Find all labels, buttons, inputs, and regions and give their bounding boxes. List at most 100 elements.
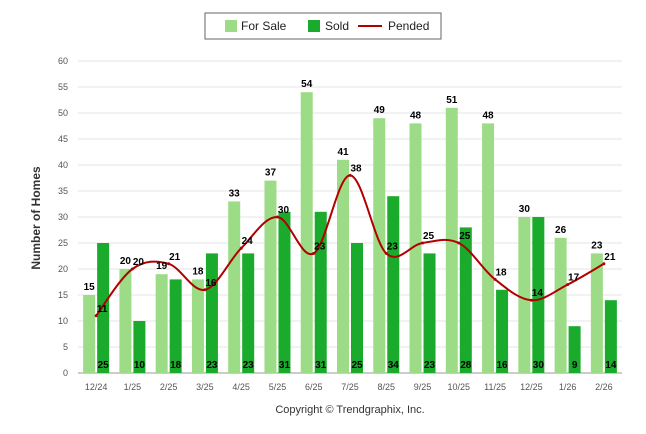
bar-for-sale xyxy=(554,237,567,373)
label-for-sale: 48 xyxy=(483,110,495,121)
bar-for-sale xyxy=(590,253,603,373)
bar-for-sale xyxy=(119,269,132,373)
label-sold: 31 xyxy=(279,360,291,371)
bar-for-sale xyxy=(191,279,204,373)
label-for-sale: 54 xyxy=(301,79,313,90)
pended-point xyxy=(167,262,171,266)
axis-ticks: 0 5 10 15 20 25 30 35 40 45 50 55 60 12/24 1/25 2/25 3/2… xyxy=(58,56,613,392)
y-tick-label: 35 xyxy=(58,186,68,196)
label-for-sale: 23 xyxy=(591,240,603,251)
label-sold: 18 xyxy=(170,360,182,371)
y-tick-label: 55 xyxy=(58,82,68,92)
pended-point xyxy=(602,262,606,266)
y-tick-label: 30 xyxy=(58,212,68,222)
label-pended: 24 xyxy=(242,236,254,247)
label-sold: 23 xyxy=(424,360,436,371)
label-sold: 31 xyxy=(315,360,327,371)
bar-sold xyxy=(97,243,110,373)
bar-sold xyxy=(169,279,182,373)
y-tick-label: 15 xyxy=(58,290,68,300)
x-tick-label: 11/25 xyxy=(484,382,506,392)
legend-swatch-sold xyxy=(308,20,320,32)
x-tick-label: 1/25 xyxy=(124,382,142,392)
label-for-sale: 51 xyxy=(446,95,458,106)
label-for-sale: 15 xyxy=(84,282,96,293)
pended-point xyxy=(421,241,425,245)
label-for-sale: 37 xyxy=(265,168,277,179)
pended-point xyxy=(203,288,207,292)
label-pended: 18 xyxy=(496,267,508,278)
bar-sold xyxy=(278,211,291,373)
pended-point xyxy=(239,246,243,250)
label-sold: 30 xyxy=(533,360,545,371)
bar-sold xyxy=(459,227,472,373)
bar-sold xyxy=(423,253,436,373)
bars xyxy=(83,92,617,374)
label-sold: 10 xyxy=(134,360,146,371)
pended-point xyxy=(529,298,533,302)
bar-for-sale xyxy=(264,180,277,373)
pended-point xyxy=(275,215,279,219)
y-tick-label: 10 xyxy=(58,316,68,326)
bar-for-sale xyxy=(155,274,168,373)
gridlines xyxy=(78,60,622,374)
label-sold: 28 xyxy=(460,360,472,371)
bar-sold xyxy=(205,253,218,373)
copyright-footer: Copyright © Trendgraphix, Inc. xyxy=(275,404,424,416)
y-tick-label: 50 xyxy=(58,108,68,118)
legend: For Sale Sold Pended xyxy=(204,12,442,40)
label-for-sale: 18 xyxy=(192,266,204,277)
label-pended: 21 xyxy=(169,252,181,263)
legend-label-pended: Pended xyxy=(388,19,429,33)
label-for-sale: 20 xyxy=(120,256,132,267)
label-pended: 20 xyxy=(133,257,145,268)
label-for-sale: 49 xyxy=(374,105,386,116)
x-tick-label: 12/25 xyxy=(520,382,543,392)
legend-swatch-for-sale xyxy=(225,20,237,32)
label-for-sale: 41 xyxy=(337,147,349,158)
legend-box xyxy=(204,12,442,40)
y-tick-label: 25 xyxy=(58,238,68,248)
pended-point xyxy=(348,173,352,177)
bar-sold xyxy=(242,253,255,373)
x-tick-label: 7/25 xyxy=(341,382,359,392)
y-tick-label: 45 xyxy=(58,134,68,144)
bar-sold xyxy=(532,217,545,373)
bar-sold xyxy=(133,321,146,373)
label-pended: 21 xyxy=(604,252,616,263)
x-tick-label: 3/25 xyxy=(196,382,214,392)
label-pended: 11 xyxy=(97,304,108,315)
label-pended: 25 xyxy=(423,231,435,242)
bar-sold xyxy=(496,289,509,373)
bar-sold xyxy=(387,196,400,373)
label-for-sale: 26 xyxy=(555,225,567,236)
x-tick-label: 12/24 xyxy=(85,382,108,392)
y-axis-title: Number of Homes xyxy=(29,166,43,270)
x-tick-label: 8/25 xyxy=(378,382,396,392)
pended-point xyxy=(457,241,461,245)
y-tick-label: 60 xyxy=(58,56,68,66)
label-sold: 16 xyxy=(497,360,509,371)
label-pended: 23 xyxy=(387,241,399,252)
legend-label-sold: Sold xyxy=(325,19,349,33)
bar-for-sale xyxy=(228,201,241,373)
pended-point xyxy=(493,277,497,281)
label-sold: 9 xyxy=(572,360,578,371)
bar-sold xyxy=(351,243,363,373)
y-tick-label: 20 xyxy=(58,264,68,274)
label-for-sale: 19 xyxy=(156,261,168,272)
label-sold: 23 xyxy=(243,360,255,371)
y-tick-label: 5 xyxy=(63,342,68,352)
label-pended: 25 xyxy=(459,231,471,242)
legend-label-for-sale: For Sale xyxy=(241,19,287,33)
label-for-sale: 33 xyxy=(229,188,241,199)
pended-point xyxy=(130,267,134,271)
data-labels: 15 20 19 18 33 37 54 41 49 48 51 48 30 26 23 25 10 18 23 23… xyxy=(84,79,617,371)
bar-for-sale xyxy=(482,123,495,374)
x-tick-label: 4/25 xyxy=(232,382,250,392)
label-sold: 25 xyxy=(351,360,363,371)
label-sold: 25 xyxy=(98,360,110,371)
y-tick-label: 40 xyxy=(58,160,68,170)
bar-for-sale xyxy=(300,92,313,373)
pended-line-layer xyxy=(94,173,606,318)
